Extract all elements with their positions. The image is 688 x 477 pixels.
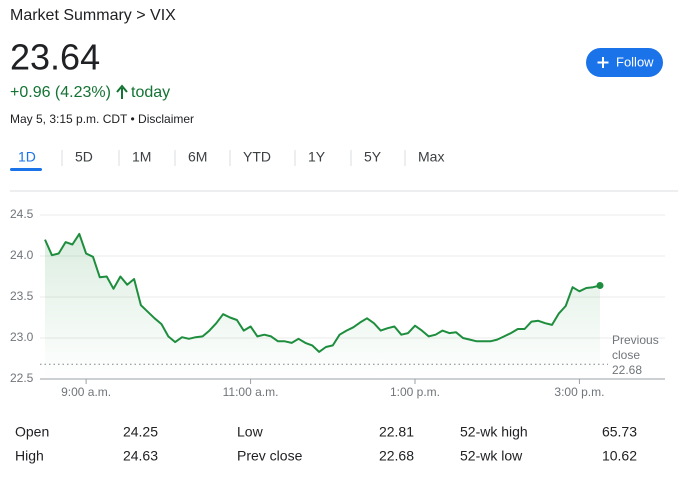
stat-label: Open xyxy=(15,424,49,440)
stat-label: 52-wk high xyxy=(460,424,528,440)
follow-label[interactable]: Follow xyxy=(616,54,654,69)
stat-value: 22.81 xyxy=(379,424,414,440)
stat-value: 24.25 xyxy=(123,424,158,440)
plus-icon xyxy=(597,57,609,68)
tab[interactable]: 5D xyxy=(75,149,93,165)
y-tick-label: 24.5 xyxy=(10,207,34,221)
timestamp: May 5, 3:15 p.m. CDT • Disclaimer xyxy=(10,112,194,126)
x-tick-label: 1:00 p.m. xyxy=(390,385,440,399)
area xyxy=(45,233,600,379)
change: +0.96 (4.23%) xyxy=(10,84,111,101)
x-tick-label: 11:00 a.m. xyxy=(223,385,279,399)
y-tick-label: 22.5 xyxy=(10,371,34,385)
previous-close-value: 22.68 xyxy=(612,363,642,377)
tab[interactable]: Max xyxy=(418,149,444,165)
tab[interactable]: 1D xyxy=(18,149,36,165)
change-period: today xyxy=(131,84,170,101)
x-tick-label: 3:00 p.m. xyxy=(554,385,604,399)
previous-close-label: Previous close xyxy=(612,333,659,362)
y-tick-label: 23.5 xyxy=(10,289,34,303)
tabs: 1D 5D 1M 6M YTD 1Y 5Y Max xyxy=(10,149,444,171)
x-tick-label: 9:00 a.m. xyxy=(61,385,111,399)
follow-button[interactable] xyxy=(586,48,663,77)
tab-indicator xyxy=(10,168,42,171)
last-point xyxy=(596,282,604,290)
stat-label: Prev close xyxy=(237,448,303,464)
stat-value: 24.63 xyxy=(123,448,158,464)
stat-label: High xyxy=(15,448,44,464)
tab[interactable]: 6M xyxy=(188,149,207,165)
stat-label: Low xyxy=(237,424,264,440)
chart: 24.5 24.0 23.5 23.0 22.5 9:00 a.m. 11:00 a.m. 1… xyxy=(10,207,665,399)
y-tick-label: 23.0 xyxy=(10,330,34,344)
stat-value: 10.62 xyxy=(602,448,637,464)
stat-value: 65.73 xyxy=(602,424,637,440)
breadcrumb[interactable]: Market Summary > VIX xyxy=(10,7,176,24)
up-arrow xyxy=(116,84,128,99)
tab[interactable]: 1Y xyxy=(308,149,326,165)
stats: Open 24.25 High 24.63 Low 22.81 Prev close 22.6… xyxy=(15,424,637,464)
price-line xyxy=(44,232,601,353)
tab[interactable]: 5Y xyxy=(364,149,382,165)
price: 23.64 xyxy=(10,37,100,78)
y-tick-label: 24.0 xyxy=(10,248,34,262)
stat-value: 22.68 xyxy=(379,448,414,464)
tab[interactable]: 1M xyxy=(132,149,151,165)
stat-label: 52-wk low xyxy=(460,448,523,464)
tab[interactable]: YTD xyxy=(243,149,271,165)
